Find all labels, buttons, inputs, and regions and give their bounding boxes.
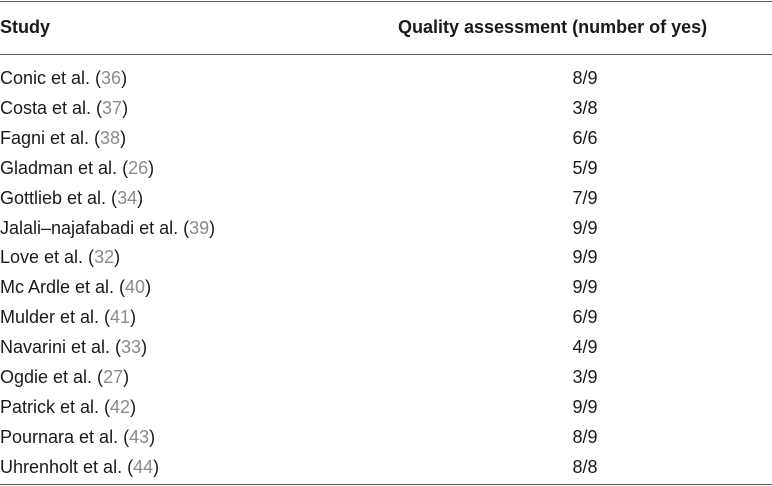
table-row: Mc Ardle et al. (40) 9/9 (0, 276, 772, 306)
table-row: Gladman et al. (26) 5/9 (0, 157, 772, 187)
table-row: Pournara et al. (43) 8/9 (0, 426, 772, 456)
study-name: Jalali–najafabadi et al. ( (0, 217, 190, 238)
quality-cell: 9/9 (572, 217, 598, 238)
quality-cell: 7/9 (572, 187, 598, 208)
quality-cell: 3/9 (572, 367, 598, 387)
top-rule (0, 1, 772, 2)
study-name: Ogdie et al. ( (0, 367, 104, 387)
study-cell: Fagni et al. (38) (0, 127, 126, 149)
study-cell: Uhrenholt et al. (44) (0, 456, 159, 478)
quality-cell: 5/9 (572, 157, 598, 178)
study-cell: Mulder et al. (41) (0, 306, 136, 328)
citation: 42 (110, 396, 131, 417)
quality-cell: 8/9 (572, 426, 598, 447)
table-row: Jalali–najafabadi et al. (39) 9/9 (0, 217, 772, 247)
study-cell: Jalali–najafabadi et al. (39) (0, 217, 215, 239)
citation: 38 (100, 127, 121, 148)
citation: 39 (189, 217, 210, 238)
study-cell: Ogdie et al. (27) (0, 366, 129, 388)
citation: 37 (102, 97, 123, 118)
citation: 36 (101, 68, 122, 88)
citation-close: ) (120, 127, 127, 148)
study-name: Conic et al. ( (0, 68, 102, 88)
study-cell: Gladman et al. (26) (0, 157, 154, 179)
quality-cell: 6/9 (572, 307, 598, 328)
quality-cell: 9/9 (572, 277, 598, 298)
quality-cell: 9/9 (572, 396, 598, 417)
table-row: Patrick et al. (42) 9/9 (0, 396, 772, 426)
study-name: Navarini et al. ( (0, 337, 122, 358)
table-row: Conic et al. (36) 8/9 (0, 67, 772, 97)
bottom-rule (0, 484, 772, 485)
citation: 27 (103, 367, 124, 387)
citation-close: ) (148, 157, 155, 178)
study-name: Gladman et al. ( (0, 157, 129, 178)
study-name: Patrick et al. ( (0, 396, 111, 417)
study-cell: Navarini et al. (33) (0, 336, 147, 358)
citation-close: ) (209, 217, 216, 238)
quality-cell: 8/8 (572, 456, 598, 477)
study-cell: Pournara et al. (43) (0, 426, 155, 448)
citation: 34 (117, 187, 138, 208)
citation: 33 (121, 337, 142, 358)
study-cell: Costa et al. (37) (0, 97, 128, 119)
citation-close: ) (130, 396, 137, 417)
study-name: Fagni et al. ( (0, 127, 101, 148)
study-name: Mulder et al. ( (0, 307, 111, 328)
study-cell: Love et al. (32) (0, 246, 120, 268)
citation: 43 (129, 426, 150, 447)
study-name: Uhrenholt et al. ( (0, 456, 134, 477)
quality-cell: 6/6 (572, 127, 598, 148)
citation: 32 (94, 247, 115, 268)
header-quality: Quality assessment (number of yes) (398, 17, 708, 37)
study-cell: Gottlieb et al. (34) (0, 187, 143, 209)
citation-close: ) (141, 337, 148, 358)
header-study: Study (0, 17, 51, 37)
study-name: Costa et al. ( (0, 97, 103, 118)
table-row: Fagni et al. (38) 6/6 (0, 127, 772, 157)
study-name: Love et al. ( (0, 247, 95, 268)
citation-close: ) (114, 247, 121, 268)
citation-close: ) (149, 426, 156, 447)
study-name: Gottlieb et al. ( (0, 187, 118, 208)
study-cell: Mc Ardle et al. (40) (0, 276, 151, 298)
table-row: Costa et al. (37) 3/8 (0, 97, 772, 127)
citation: 40 (125, 277, 146, 298)
quality-cell: 3/8 (572, 97, 598, 118)
citation-close: ) (145, 277, 152, 298)
citation-close: ) (153, 456, 160, 477)
table-row: Mulder et al. (41) 6/9 (0, 306, 772, 336)
quality-cell: 8/9 (572, 68, 598, 88)
citation-close: ) (130, 307, 137, 328)
study-cell: Conic et al. (36) (0, 67, 127, 89)
citation-close: ) (123, 367, 130, 387)
quality-cell: 4/9 (572, 337, 598, 358)
study-name: Mc Ardle et al. ( (0, 277, 126, 298)
table-row: Navarini et al. (33) 4/9 (0, 336, 772, 366)
study-cell: Patrick et al. (42) (0, 396, 136, 418)
citation-close: ) (137, 187, 144, 208)
table-row: Gottlieb et al. (34) 7/9 (0, 187, 772, 217)
table-row: Ogdie et al. (27) 3/9 (0, 366, 772, 396)
citation: 26 (128, 157, 149, 178)
citation: 41 (110, 307, 131, 328)
citation-close: ) (122, 97, 129, 118)
study-name: Pournara et al. ( (0, 426, 130, 447)
quality-cell: 9/9 (572, 247, 598, 268)
table-row: Love et al. (32) 9/9 (0, 246, 772, 276)
table-row: Uhrenholt et al. (44) 8/8 (0, 456, 772, 486)
header-rule (0, 54, 772, 55)
citation: 44 (133, 456, 154, 477)
citation-close: ) (121, 68, 128, 88)
